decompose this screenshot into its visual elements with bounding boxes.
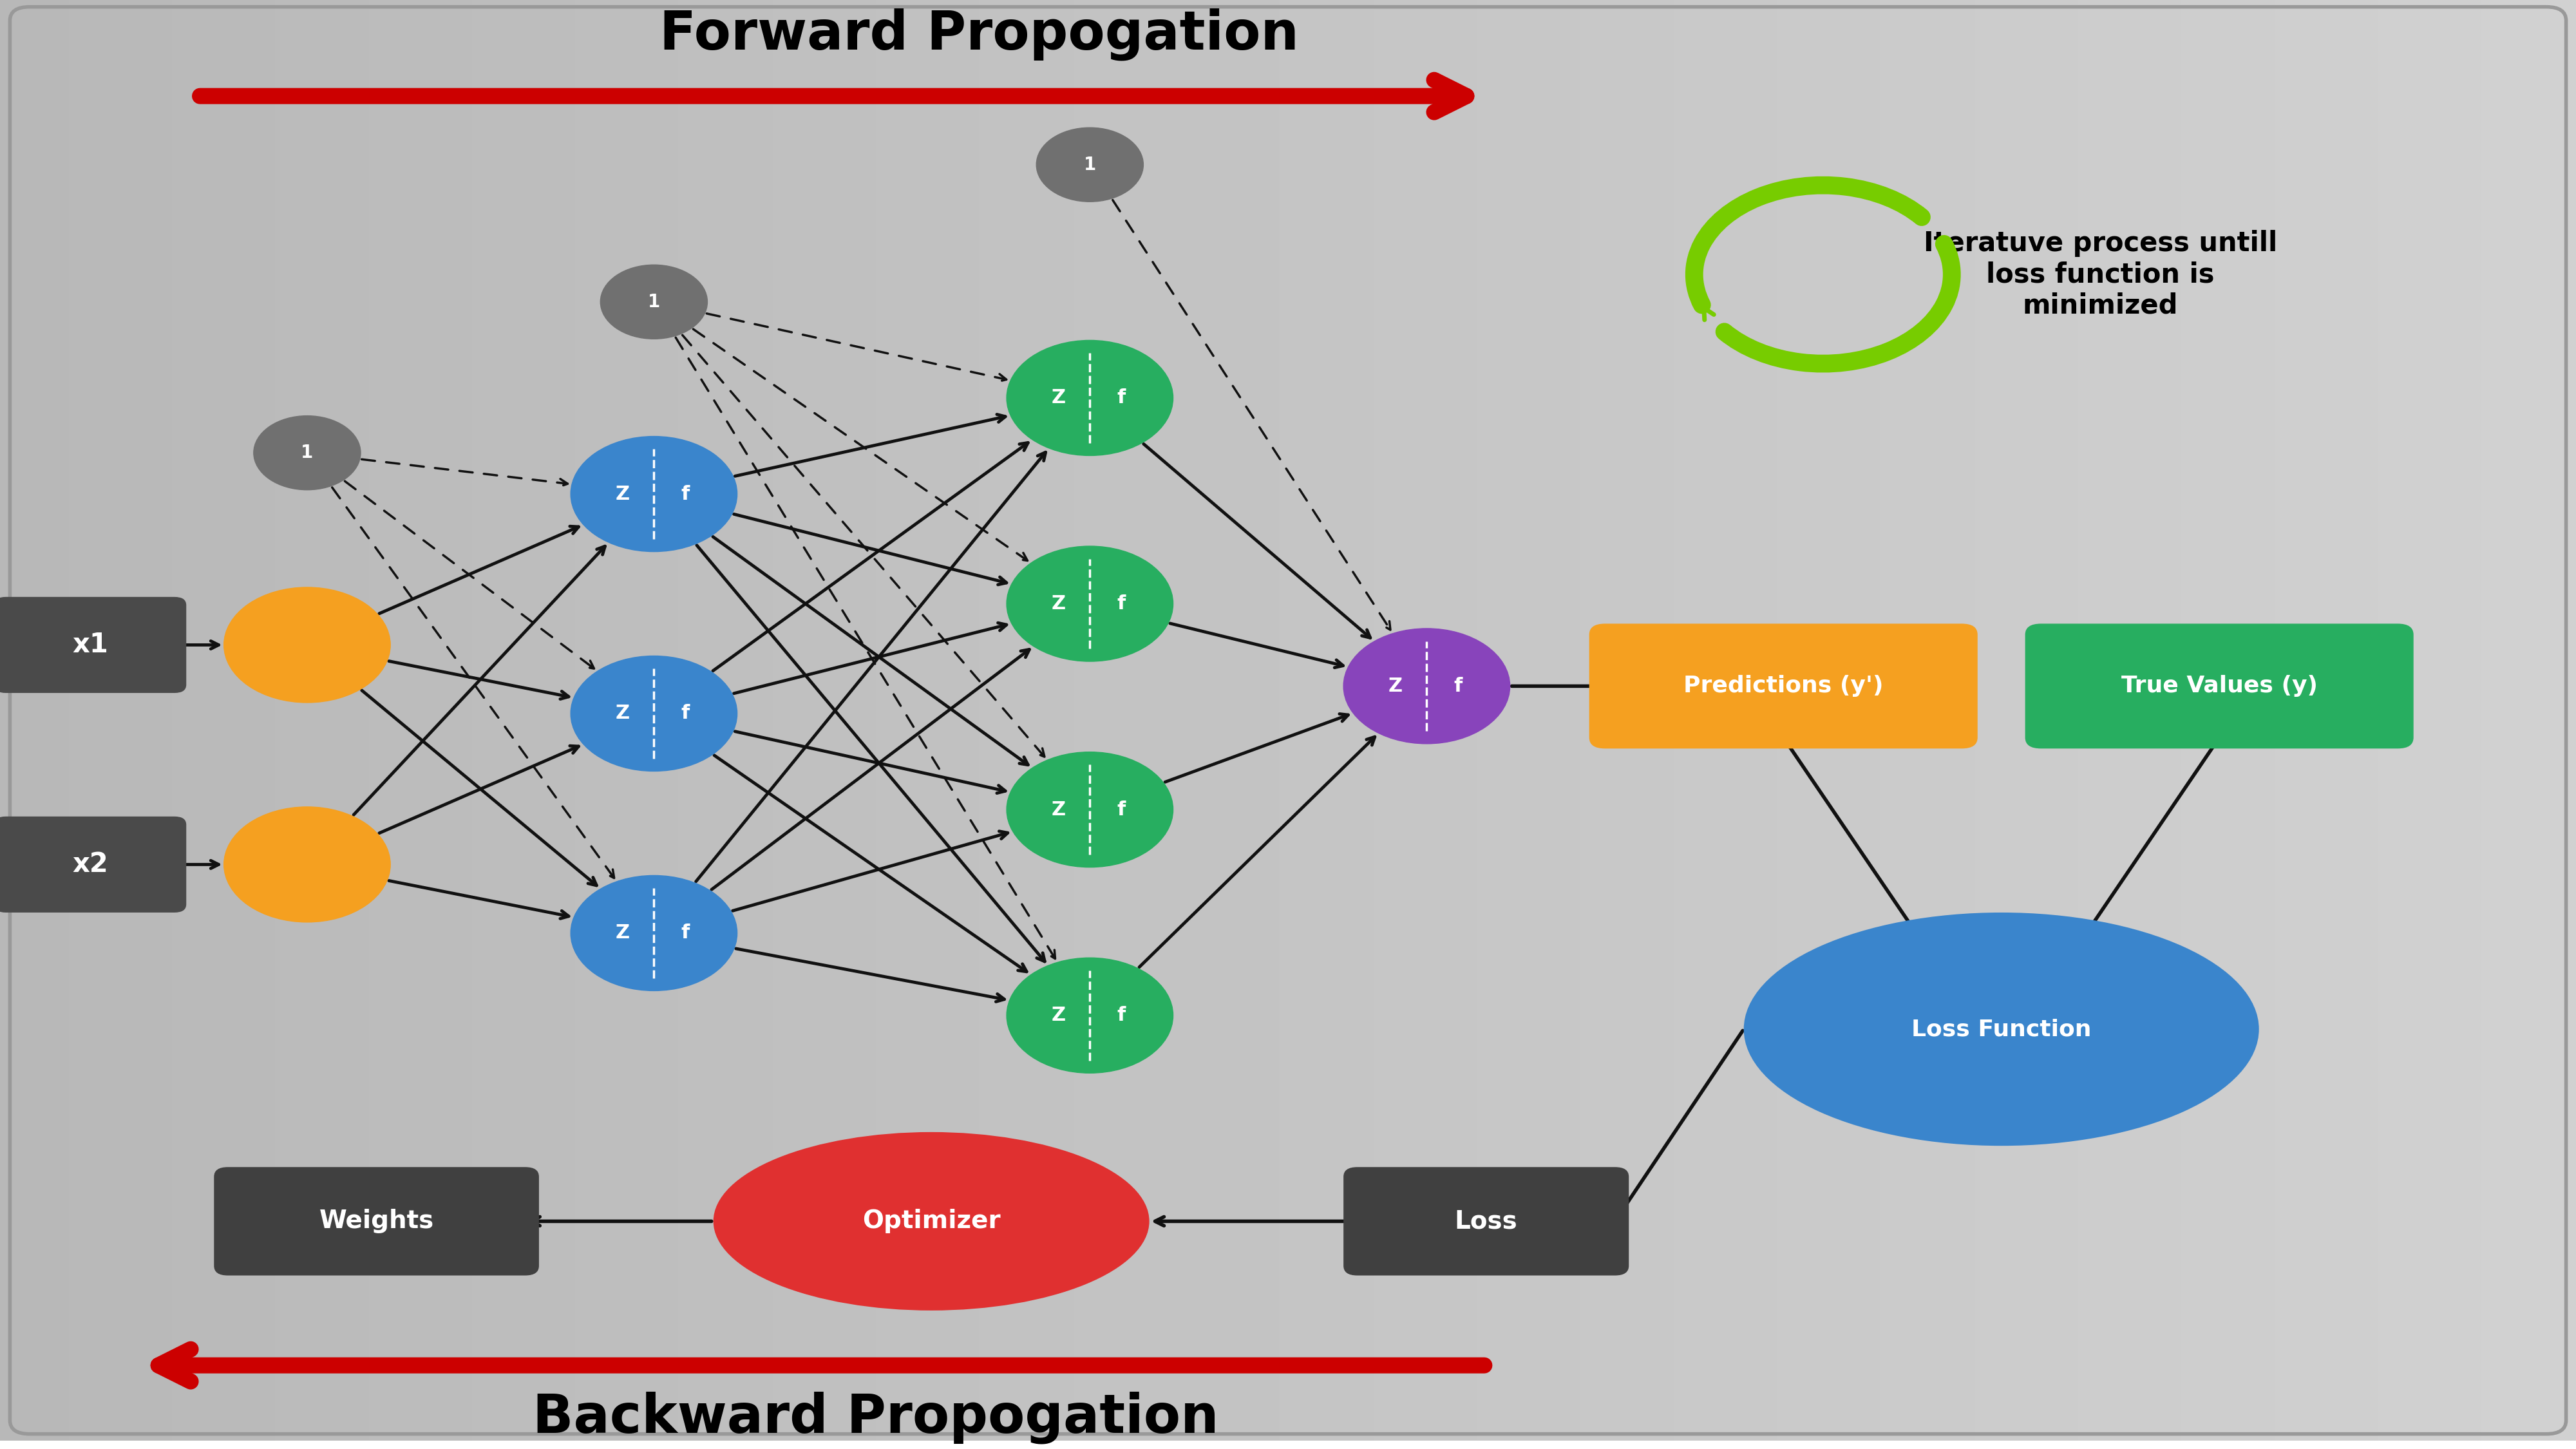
Circle shape [572, 436, 737, 552]
FancyBboxPatch shape [1589, 623, 1978, 749]
Circle shape [1007, 546, 1172, 661]
Text: f: f [680, 704, 690, 723]
Text: 1: 1 [301, 443, 314, 462]
Ellipse shape [714, 1132, 1149, 1310]
Circle shape [1036, 128, 1144, 201]
Circle shape [224, 807, 392, 922]
Text: Z: Z [1051, 388, 1066, 407]
Text: Z: Z [1051, 800, 1066, 819]
FancyBboxPatch shape [214, 1166, 538, 1275]
FancyBboxPatch shape [2025, 623, 2414, 749]
Text: f: f [1118, 388, 1126, 407]
Text: Predictions (y'): Predictions (y') [1682, 675, 1883, 697]
Text: Iteratuve process untill
loss function is
minimized: Iteratuve process untill loss function i… [1924, 229, 2277, 319]
Circle shape [1007, 341, 1172, 455]
Text: True Values (y): True Values (y) [2120, 675, 2318, 697]
Text: f: f [680, 484, 690, 503]
Circle shape [224, 587, 392, 703]
Ellipse shape [1744, 913, 2259, 1146]
Text: x2: x2 [72, 851, 108, 878]
Text: Z: Z [616, 484, 629, 503]
Text: x1: x1 [72, 632, 108, 658]
FancyBboxPatch shape [0, 597, 185, 693]
Text: 1: 1 [1084, 155, 1095, 174]
Text: Z: Z [616, 704, 629, 723]
Circle shape [1007, 958, 1172, 1074]
Text: Z: Z [1388, 677, 1401, 696]
Text: Backward Propogation: Backward Propogation [533, 1391, 1218, 1443]
Text: Z: Z [1051, 594, 1066, 613]
Text: Z: Z [1051, 1006, 1066, 1024]
Text: f: f [1118, 1006, 1126, 1024]
Text: Z: Z [616, 924, 629, 942]
Circle shape [572, 875, 737, 991]
Circle shape [572, 656, 737, 771]
Text: Weights: Weights [319, 1208, 433, 1233]
Text: f: f [1118, 800, 1126, 819]
Text: 1: 1 [647, 293, 659, 312]
Text: Loss Function: Loss Function [1911, 1019, 2092, 1040]
FancyBboxPatch shape [0, 816, 185, 913]
Text: f: f [1453, 677, 1463, 696]
Text: f: f [680, 924, 690, 942]
Circle shape [1007, 752, 1172, 868]
Circle shape [1345, 629, 1510, 743]
FancyBboxPatch shape [1345, 1166, 1628, 1275]
Circle shape [252, 416, 361, 490]
Text: Optimizer: Optimizer [863, 1208, 999, 1233]
Text: Forward Propogation: Forward Propogation [659, 9, 1298, 61]
Circle shape [600, 265, 708, 339]
Text: Loss: Loss [1455, 1208, 1517, 1233]
Text: f: f [1118, 594, 1126, 613]
